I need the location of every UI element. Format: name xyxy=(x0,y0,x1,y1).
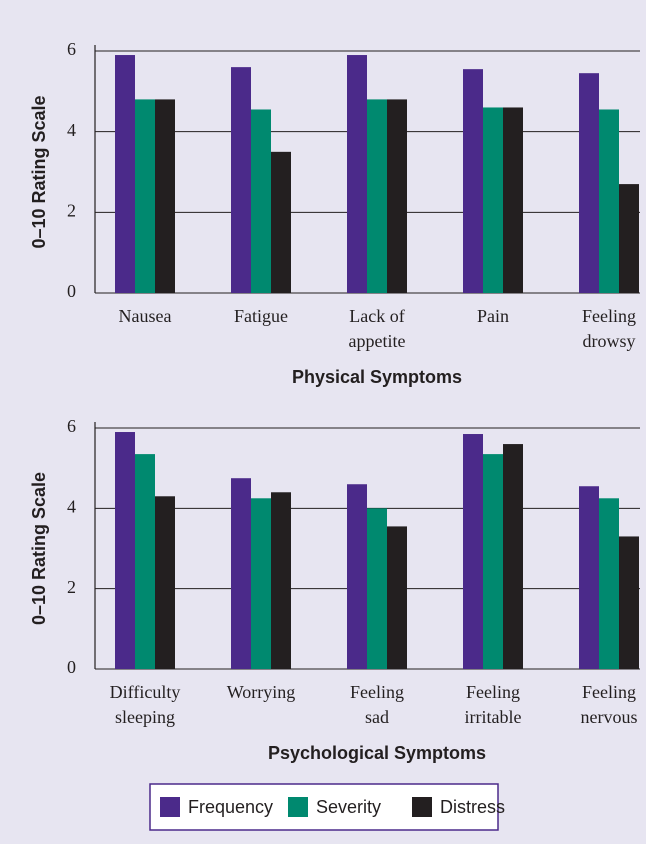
bar xyxy=(579,486,599,669)
bar xyxy=(599,109,619,293)
x-tick-label: Feeling nervous xyxy=(581,682,638,727)
bar xyxy=(599,498,619,669)
bar xyxy=(503,444,523,669)
bar xyxy=(579,73,599,293)
bar xyxy=(155,99,175,294)
bar xyxy=(619,536,639,669)
y-tick-label: 4 xyxy=(67,496,76,516)
bar xyxy=(483,454,503,669)
bar xyxy=(251,498,271,669)
bar xyxy=(367,508,387,669)
x-tick-label: Nausea xyxy=(119,306,172,326)
bar xyxy=(135,454,155,669)
y-tick-label: 4 xyxy=(67,120,76,140)
y-tick-label: 0 xyxy=(67,657,76,677)
x-tick-label: Pain xyxy=(477,306,509,326)
y-axis-label: 0–10 Rating Scale xyxy=(29,95,49,248)
legend-label: Frequency xyxy=(188,797,273,817)
y-axis-label: 0–10 Rating Scale xyxy=(29,472,49,625)
bar xyxy=(347,484,367,669)
bar xyxy=(271,492,291,669)
bar xyxy=(483,107,503,293)
bar xyxy=(387,526,407,669)
legend-box xyxy=(149,783,499,831)
legend-swatch xyxy=(412,797,432,817)
legend-swatch xyxy=(160,797,180,817)
x-tick-label: Fatigue xyxy=(234,306,288,326)
x-tick-label: Feeling drowsy xyxy=(582,306,636,351)
x-axis-label: Physical Symptoms xyxy=(292,367,462,387)
legend-label: Distress xyxy=(440,797,505,817)
bar xyxy=(503,107,523,293)
bar xyxy=(367,99,387,294)
y-tick-label: 2 xyxy=(67,200,76,220)
y-tick-label: 0 xyxy=(67,281,76,301)
legend-swatch xyxy=(288,797,308,817)
bar xyxy=(135,99,155,294)
y-tick-label: 6 xyxy=(67,39,76,59)
bar xyxy=(115,432,135,669)
bar xyxy=(155,496,175,669)
x-axis-label: Psychological Symptoms xyxy=(268,743,486,763)
bar xyxy=(231,67,251,293)
x-tick-label: Difficulty sleeping xyxy=(110,682,181,727)
bar xyxy=(463,69,483,294)
bar xyxy=(619,184,639,293)
bar xyxy=(347,55,367,294)
bar xyxy=(115,55,135,294)
legend-label: Severity xyxy=(316,797,381,817)
bar xyxy=(271,151,291,293)
bar xyxy=(463,434,483,669)
bar xyxy=(387,99,407,294)
y-tick-label: 6 xyxy=(67,416,76,436)
bar xyxy=(231,478,251,669)
y-tick-label: 2 xyxy=(67,577,76,597)
bar xyxy=(251,109,271,293)
x-tick-label: Worrying xyxy=(227,682,296,702)
x-tick-label: Feeling irritable xyxy=(465,682,522,727)
x-tick-label: Lack of appetite xyxy=(349,306,406,351)
x-tick-label: Feeling sad xyxy=(350,682,404,727)
